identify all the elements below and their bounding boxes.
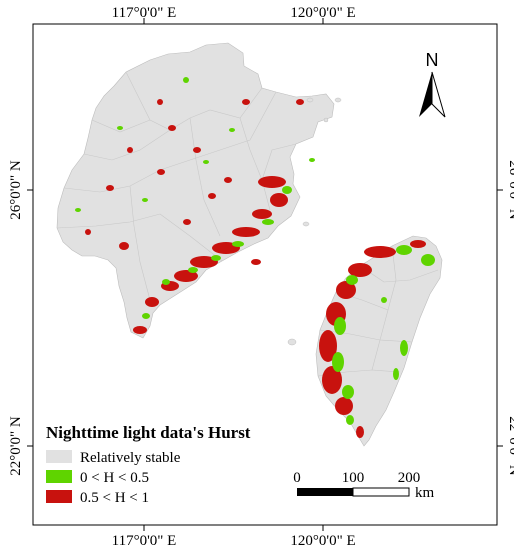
top-lon-label-117: 117°0'0" E bbox=[112, 5, 177, 21]
hurst-low-patches bbox=[75, 77, 435, 425]
north-arrow-letter: N bbox=[426, 50, 439, 70]
legend-label-low: 0 < H < 0.5 bbox=[80, 470, 149, 486]
north-arrow-right-half bbox=[431, 71, 446, 118]
legend-label-high: 0.5 < H < 1 bbox=[80, 490, 149, 506]
legend-swatch-high bbox=[46, 490, 72, 503]
bottom-lon-label-117: 117°0'0" E bbox=[112, 533, 177, 549]
right-lat-label-22: 22°0'0" N bbox=[506, 416, 514, 476]
north-arrow: N bbox=[419, 50, 446, 118]
scale-tick-200: 200 bbox=[398, 470, 421, 486]
top-lon-label-120: 120°0'0" E bbox=[290, 5, 355, 21]
fujian-region bbox=[56, 42, 335, 339]
graticule-ticks bbox=[27, 18, 503, 531]
scale-segment-white bbox=[352, 487, 410, 497]
legend-swatch-low bbox=[46, 470, 72, 483]
legend-label-stable: Relatively stable bbox=[80, 450, 181, 466]
scale-bar: 0 100 200 km bbox=[293, 470, 434, 501]
fujian-county-boundaries bbox=[56, 71, 297, 301]
left-lat-label-26: 26°0'0" N bbox=[8, 160, 24, 220]
scale-segment-black bbox=[297, 488, 353, 496]
bottom-lon-label-120: 120°0'0" E bbox=[290, 533, 355, 549]
left-lat-label-22: 22°0'0" N bbox=[8, 416, 24, 476]
scale-unit: km bbox=[415, 485, 435, 501]
right-lat-label-26: 26°0'0" N bbox=[506, 160, 514, 220]
north-arrow-left-half bbox=[419, 72, 432, 117]
legend-swatch-stable bbox=[46, 450, 72, 463]
scale-tick-100: 100 bbox=[342, 470, 365, 486]
legend-title: Nighttime light data's Hurst bbox=[46, 423, 251, 442]
offshore-islands bbox=[287, 97, 342, 346]
legend: Nighttime light data's Hurst Relatively … bbox=[46, 423, 251, 506]
scale-tick-0: 0 bbox=[293, 470, 301, 486]
taiwan-county-boundaries bbox=[317, 245, 439, 377]
